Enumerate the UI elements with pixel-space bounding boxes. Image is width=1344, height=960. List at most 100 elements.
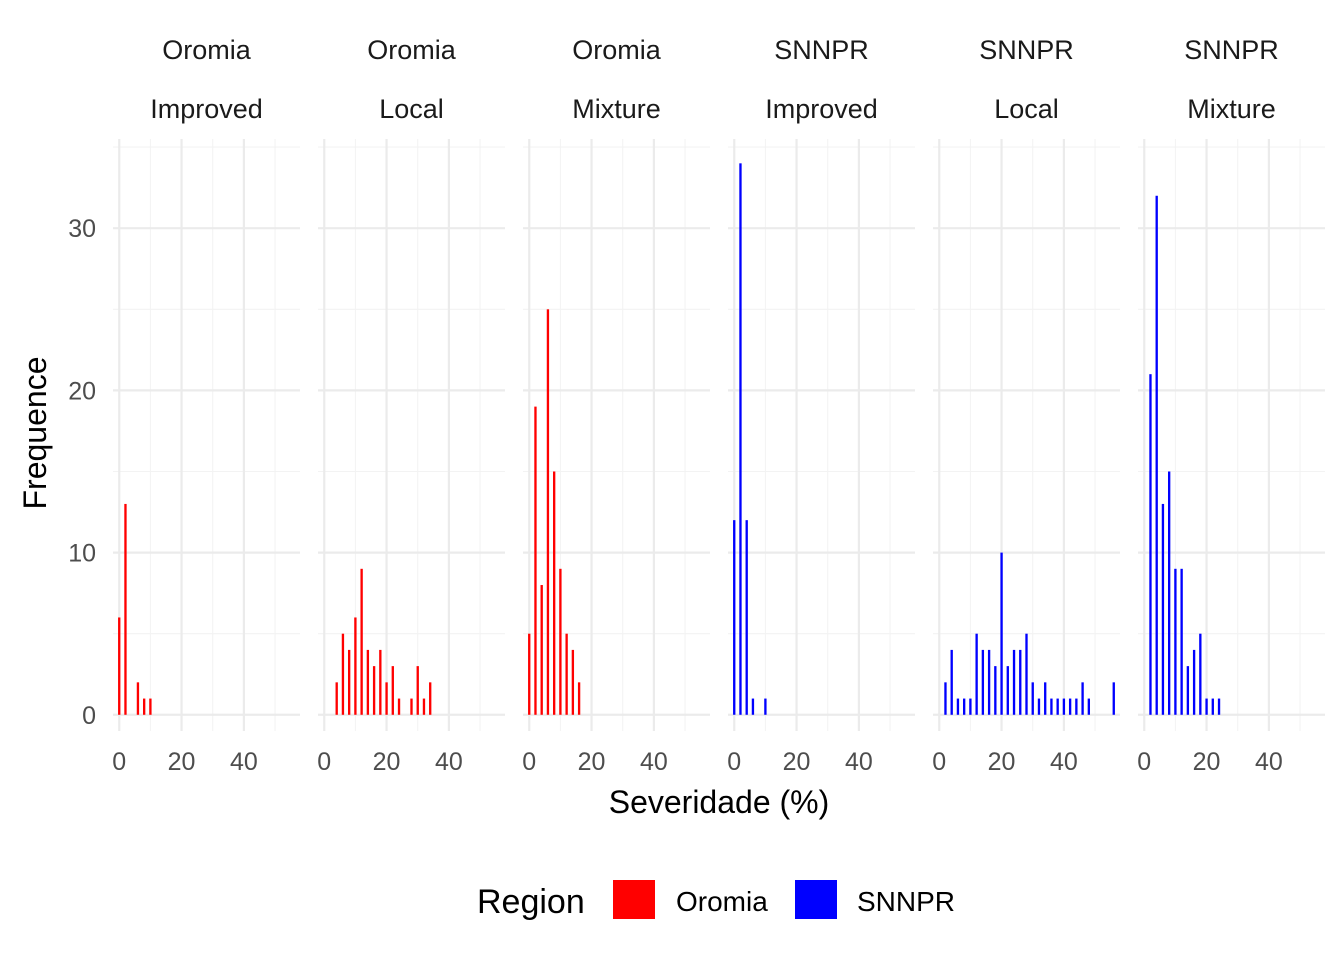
histogram-bar (956, 698, 960, 715)
histogram-bar (1174, 568, 1177, 715)
histogram-bar (1167, 471, 1171, 715)
facet-panel-snnpr-local: SNNPR Local 0 20 40 (932, 35, 1120, 776)
histogram-bar (540, 585, 543, 715)
histogram-bar (341, 633, 345, 715)
x-tick-label: 40 (640, 748, 668, 776)
histogram-bar (354, 617, 357, 715)
histogram-bar (1081, 682, 1084, 715)
histogram-bar (733, 520, 736, 715)
x-axis-title: Severidade (%) (609, 784, 830, 820)
x-tick-label: 0 (727, 748, 741, 776)
histogram-bar (552, 471, 556, 715)
histogram-bar (1006, 666, 1009, 715)
histogram-bar (1211, 698, 1214, 715)
facet-panel-oromia-mixture: Oromia Mixture 0 20 40 (522, 35, 710, 776)
histogram-bar (981, 649, 985, 715)
histogram-bar (379, 649, 382, 715)
histogram-bar (366, 649, 370, 715)
x-tick-label: 0 (932, 748, 946, 776)
histogram-bar (124, 503, 127, 715)
facet-panel-snnpr-mixture: SNNPR Mixture 0 20 40 (1137, 35, 1325, 776)
facet-strip-region: SNNPR (1184, 35, 1279, 65)
facet-strip-region: Oromia (572, 35, 661, 65)
legend-key-oromia (613, 880, 655, 919)
histogram-bar (559, 568, 562, 715)
facet-strip-region: Oromia (162, 35, 251, 65)
histogram-bar (969, 698, 972, 715)
legend: Region Oromia SNNPR (477, 880, 955, 921)
histogram-bar (1000, 552, 1003, 715)
x-tick-label: 0 (522, 748, 536, 776)
facet-panel-snnpr-improved: SNNPR Improved 0 20 40 (727, 35, 915, 776)
histogram-bar (745, 520, 748, 715)
histogram-bar (410, 698, 413, 715)
histogram-bar (987, 649, 991, 715)
x-tick-label: 20 (988, 748, 1016, 776)
legend-label-oromia: Oromia (676, 886, 768, 917)
histogram-bar (975, 633, 978, 715)
facet-strip-region: Oromia (367, 35, 456, 65)
facet-strip-variety: Improved (765, 94, 878, 124)
histogram-bar (1050, 698, 1053, 715)
histogram-bar (565, 633, 568, 715)
histogram-bar (739, 163, 742, 715)
histogram-bar (1068, 698, 1072, 715)
histogram-bar (571, 649, 575, 715)
histogram-bar (994, 666, 997, 715)
x-tick-label: 20 (373, 748, 401, 776)
histogram-bar (335, 682, 338, 715)
histogram-bar (429, 682, 432, 715)
y-axis: 0 10 20 30 (68, 215, 96, 730)
histogram-bar (1186, 666, 1190, 715)
histogram-bar (1031, 682, 1034, 715)
x-tick-label: 40 (845, 748, 873, 776)
histogram-bar (422, 698, 426, 715)
x-tick-label: 20 (578, 748, 606, 776)
histogram-bar (149, 698, 152, 715)
histogram-bar (944, 682, 947, 715)
histogram-bar (136, 682, 140, 715)
x-tick-label: 40 (230, 748, 258, 776)
histogram-bar (1217, 698, 1221, 715)
histogram-bar (1112, 682, 1115, 715)
histogram-bar (1155, 195, 1158, 715)
histogram-bar (1012, 649, 1016, 715)
x-tick-label: 20 (1193, 748, 1221, 776)
legend-label-snnpr: SNNPR (857, 886, 955, 917)
histogram-bar (1087, 698, 1091, 715)
histogram-bar (1205, 698, 1208, 715)
facet-strip-variety: Local (379, 94, 444, 124)
y-tick-label: 10 (68, 540, 96, 568)
histogram-bar (1025, 633, 1028, 715)
histogram-bar (397, 698, 401, 715)
legend-key-snnpr (795, 880, 837, 919)
histogram-bar (118, 617, 121, 715)
y-tick-label: 30 (68, 215, 96, 243)
histogram-bar (1192, 649, 1196, 715)
x-tick-label: 40 (435, 748, 463, 776)
histogram-bar (1180, 568, 1183, 715)
histogram-bar (764, 698, 767, 715)
histogram-bar (372, 666, 376, 715)
histogram-bar (416, 666, 419, 715)
histogram-bar (1075, 698, 1078, 715)
histogram-bar (385, 682, 388, 715)
facet-strip-variety: Mixture (572, 94, 661, 124)
y-tick-label: 0 (82, 702, 96, 730)
x-tick-label: 20 (783, 748, 811, 776)
histogram-bar (1019, 649, 1022, 715)
facet-strip-variety: Improved (150, 94, 263, 124)
histogram-bar (950, 649, 953, 715)
histogram-bar (360, 568, 363, 715)
x-tick-label: 40 (1050, 748, 1078, 776)
histogram-bar (546, 309, 550, 715)
legend-title: Region (477, 883, 585, 921)
facet-panel-oromia-local: Oromia Local 0 20 40 (317, 35, 505, 776)
y-axis-title: Frequence (17, 357, 53, 510)
x-tick-label: 0 (317, 748, 331, 776)
facet-strip-region: SNNPR (979, 35, 1074, 65)
histogram-bar (1056, 698, 1059, 715)
histogram-bar (1037, 698, 1041, 715)
x-tick-label: 0 (1137, 748, 1151, 776)
